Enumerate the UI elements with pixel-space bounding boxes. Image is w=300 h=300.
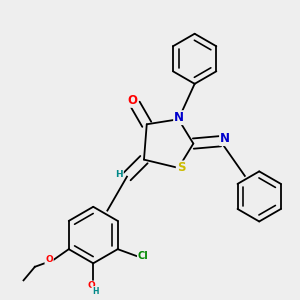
Text: O: O <box>127 94 137 107</box>
Text: N: N <box>220 132 230 145</box>
Text: Cl: Cl <box>138 251 148 261</box>
Text: H: H <box>92 287 99 296</box>
Text: N: N <box>174 111 184 124</box>
Text: H: H <box>116 169 123 178</box>
Text: O: O <box>45 255 53 264</box>
Text: O: O <box>87 281 95 290</box>
Text: S: S <box>177 161 185 174</box>
